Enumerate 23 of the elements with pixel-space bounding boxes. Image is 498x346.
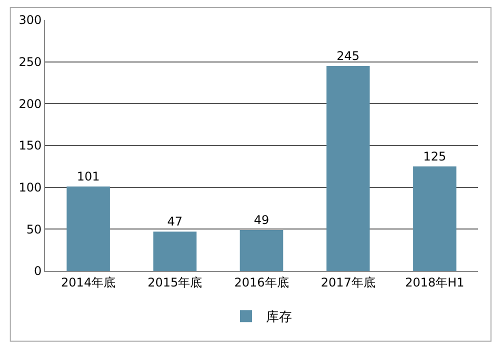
data-label: 49 [254, 213, 270, 227]
data-label: 125 [423, 149, 446, 164]
y-tick-label: 200 [18, 96, 42, 111]
bar [240, 230, 284, 271]
x-tick-label: 2018年H1 [405, 275, 464, 290]
x-tick-label: 2016年底 [234, 275, 289, 290]
data-label: 101 [76, 170, 100, 184]
y-tick-label: 0 [34, 264, 42, 278]
bar [413, 166, 456, 271]
y-tick-label: 150 [18, 138, 42, 153]
bar [326, 66, 370, 271]
data-label: 47 [167, 214, 183, 229]
y-tick-label: 50 [26, 222, 42, 236]
x-tick-label: 2017年底 [320, 275, 376, 290]
legend-label: 库存 [266, 310, 292, 326]
bar [153, 232, 197, 271]
bar [66, 186, 110, 271]
y-tick-label: 100 [18, 180, 42, 195]
x-tick-label: 2014年底 [61, 275, 116, 290]
y-tick-label: 300 [18, 13, 42, 28]
y-tick-label: 250 [18, 55, 42, 70]
x-tick-label: 2015年底 [148, 275, 202, 290]
data-label: 245 [336, 49, 360, 64]
